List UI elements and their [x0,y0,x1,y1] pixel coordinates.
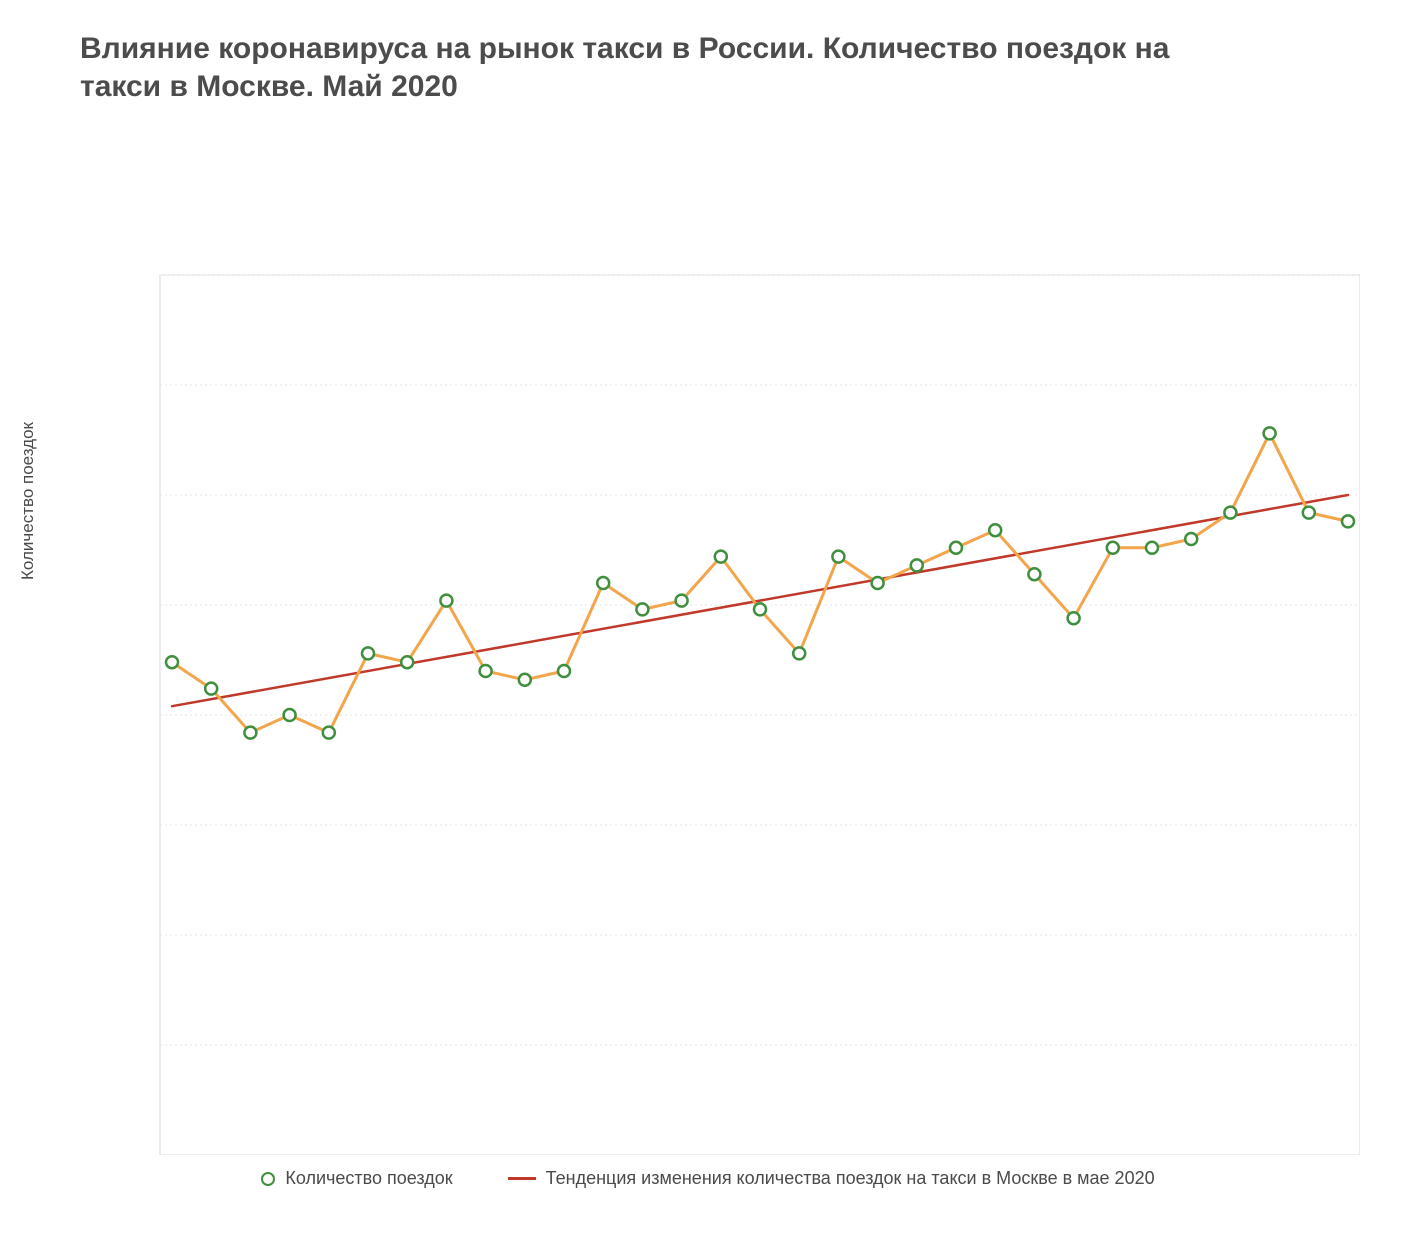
data-point[interactable] [911,559,923,571]
data-point[interactable] [284,709,296,721]
legend-label-trend: Тенденция изменения количества поездок н… [546,1168,1155,1189]
data-point[interactable] [1224,507,1236,519]
data-point[interactable] [1028,568,1040,580]
data-point[interactable] [519,674,531,686]
data-point[interactable] [1068,612,1080,624]
data-point[interactable] [1342,515,1354,527]
legend-marker-circle-icon [261,1172,275,1186]
data-point[interactable] [832,551,844,563]
data-point[interactable] [754,603,766,615]
legend-item-rides[interactable]: Количество поездок [261,1168,452,1189]
y-axis-label: Количество поездок [18,422,38,580]
data-point[interactable] [1185,533,1197,545]
data-point[interactable] [166,656,178,668]
data-point[interactable] [636,603,648,615]
data-point[interactable] [597,577,609,589]
data-point[interactable] [989,524,1001,536]
data-point[interactable] [401,656,413,668]
data-point[interactable] [205,683,217,695]
data-point[interactable] [440,595,452,607]
chart-legend: Количество поездок Тенденция изменения к… [0,1168,1416,1189]
data-point[interactable] [950,542,962,554]
data-point[interactable] [1146,542,1158,554]
data-point[interactable] [1303,507,1315,519]
data-point[interactable] [872,577,884,589]
chart-canvas: 01.05.202002.05.202003.05.202004.05.2020… [60,135,1360,1155]
data-point[interactable] [480,665,492,677]
chart-title: Влияние коронавируса на рынок такси в Ро… [80,30,1180,105]
data-point[interactable] [715,551,727,563]
data-point[interactable] [558,665,570,677]
legend-marker-line-icon [508,1177,536,1180]
data-point[interactable] [244,727,256,739]
data-point[interactable] [1264,427,1276,439]
data-point[interactable] [323,727,335,739]
legend-label-rides: Количество поездок [285,1168,452,1189]
data-point[interactable] [1107,542,1119,554]
data-point[interactable] [362,647,374,659]
data-point[interactable] [676,595,688,607]
data-point[interactable] [793,647,805,659]
legend-item-trend[interactable]: Тенденция изменения количества поездок н… [508,1168,1155,1189]
